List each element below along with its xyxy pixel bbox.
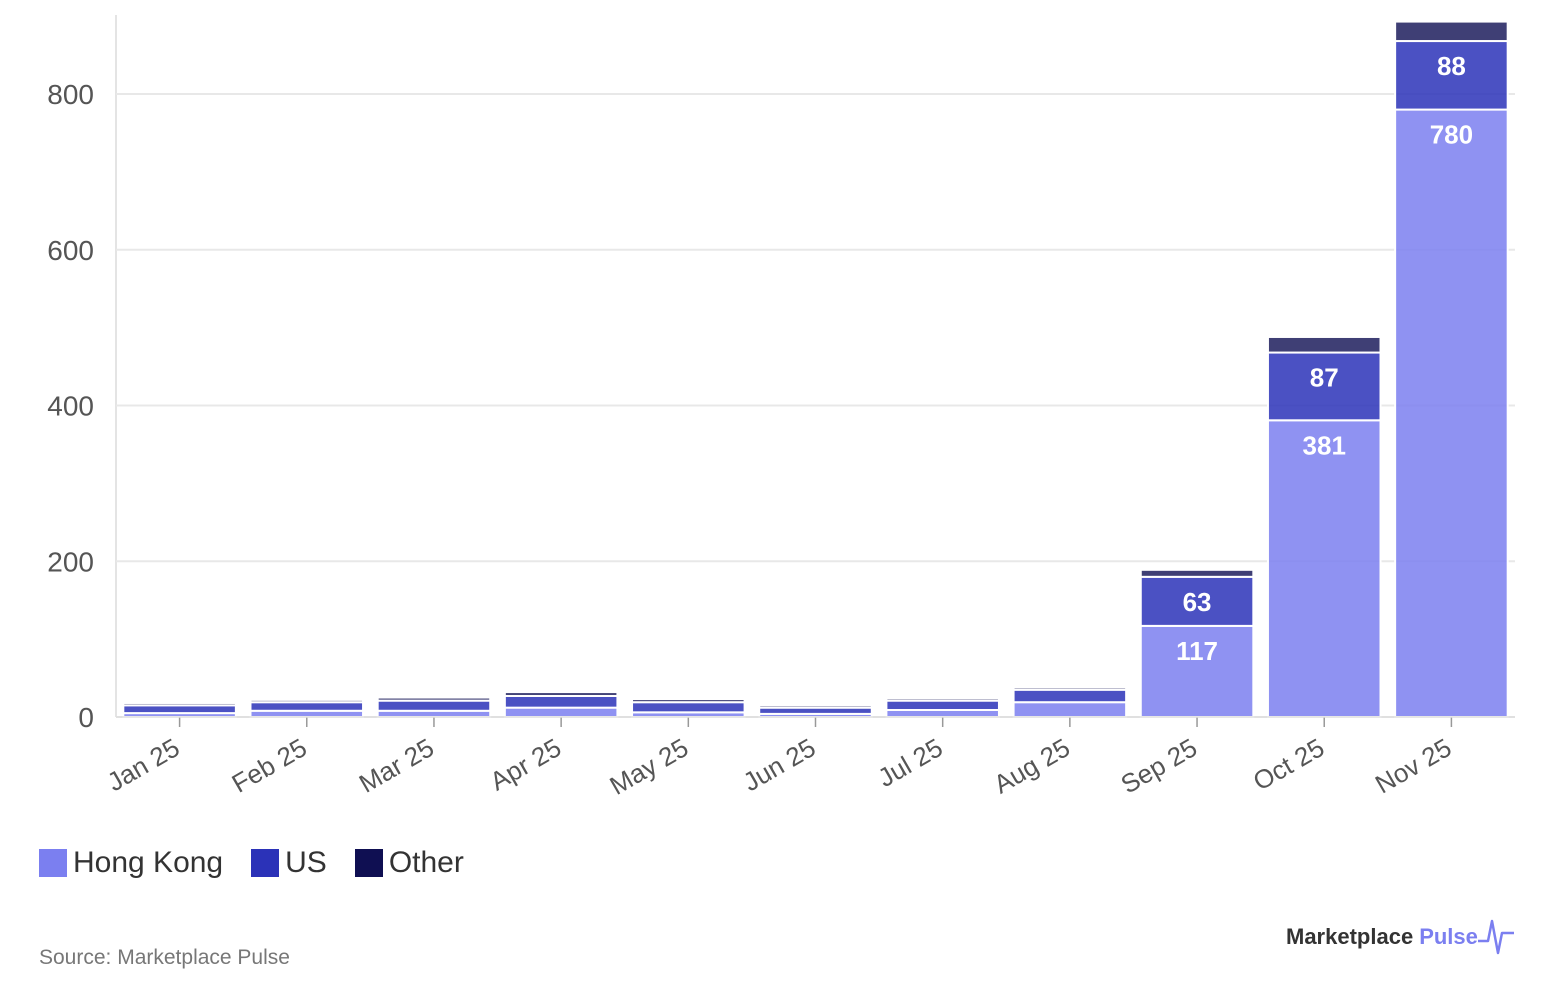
bar-hong-kong-nov-25[interactable] — [1394, 108, 1509, 718]
data-label: 63 — [1183, 587, 1212, 617]
brand-accent: Pulse — [1419, 924, 1478, 949]
bar-hong-kong-oct-25[interactable] — [1266, 419, 1382, 718]
y-tick-label: 600 — [47, 235, 94, 266]
legend-item-other[interactable]: Other — [354, 846, 464, 880]
x-tick-label: Mar 25 — [354, 732, 439, 798]
bar-other-jun-25[interactable] — [758, 704, 873, 709]
legend-swatch-other — [354, 849, 383, 877]
bar-us-oct-25[interactable] — [1266, 351, 1382, 422]
legend: Hong Kong US Other — [39, 846, 492, 880]
bars: 117 63 381 87 780 88 — [122, 20, 1509, 719]
data-label: 87 — [1310, 363, 1339, 393]
bar-other-feb-25[interactable] — [249, 698, 365, 704]
bar-us-nov-25[interactable] — [1394, 40, 1509, 111]
bar-other-sep-25[interactable] — [1139, 568, 1255, 578]
y-tick-label: 0 — [78, 702, 94, 733]
x-tick-label: Jun 25 — [738, 732, 821, 797]
brand-name: Marketplace — [1286, 924, 1414, 949]
brand-logo: Marketplace Pulse — [1286, 912, 1514, 962]
data-label: 117 — [1176, 636, 1218, 666]
x-tick-label: Sep 25 — [1116, 732, 1202, 799]
stacked-bar-chart: 0 200 400 600 800 117 63 381 87 780 88 Jan 25 Feb … — [47, 15, 1515, 801]
bar-us-apr-25[interactable] — [503, 694, 619, 709]
source-note: Source: Marketplace Pulse — [39, 946, 290, 969]
x-tick-label: Feb 25 — [227, 732, 312, 798]
bar-us-mar-25[interactable] — [376, 699, 492, 712]
x-tick-label: Apr 25 — [485, 732, 566, 796]
bar-us-aug-25[interactable] — [1012, 688, 1128, 704]
bar-other-jul-25[interactable] — [885, 697, 1000, 702]
bar-hong-kong-apr-25[interactable] — [503, 706, 619, 719]
bar-other-aug-25[interactable] — [1012, 686, 1128, 691]
x-tick-label: Aug 25 — [988, 732, 1074, 799]
bar-other-mar-25[interactable] — [376, 696, 492, 702]
bar-us-feb-25[interactable] — [249, 701, 365, 712]
data-label: 780 — [1430, 120, 1473, 150]
pulse-icon — [1477, 919, 1514, 955]
bar-other-apr-25[interactable] — [503, 691, 619, 697]
bar-other-may-25[interactable] — [631, 698, 746, 704]
x-tick-label: Jul 25 — [873, 732, 948, 793]
x-tick-label: Jan 25 — [102, 732, 185, 797]
x-tick-label: Nov 25 — [1370, 732, 1456, 799]
bar-hong-kong-aug-25[interactable] — [1012, 701, 1128, 718]
bar-us-jul-25[interactable] — [885, 699, 1000, 711]
data-label: 381 — [1303, 430, 1346, 460]
y-tick-label: 800 — [47, 79, 94, 110]
legend-label-other: Other — [388, 846, 464, 879]
bar-us-jan-25[interactable] — [122, 704, 237, 715]
x-axis: Jan 25 Feb 25 Mar 25 Apr 25 May 25 Jun 25 Jul … — [102, 716, 1515, 801]
legend-item-hong-kong[interactable]: Hong Kong — [39, 846, 223, 880]
y-tick-label: 200 — [47, 546, 94, 577]
bar-us-may-25[interactable] — [631, 701, 746, 714]
legend-swatch-us — [251, 849, 280, 877]
legend-swatch-hong-kong — [39, 849, 67, 877]
legend-label-hong-kong: Hong Kong — [73, 846, 224, 879]
x-tick-label: May 25 — [604, 732, 693, 801]
bar-other-oct-25[interactable] — [1266, 335, 1382, 354]
data-label: 88 — [1437, 51, 1466, 81]
x-tick-label: Oct 25 — [1248, 732, 1329, 796]
bar-other-nov-25[interactable] — [1394, 20, 1509, 43]
legend-item-us[interactable]: US — [251, 846, 327, 880]
legend-label-us: US — [285, 846, 327, 879]
y-axis: 0 200 400 600 800 — [47, 79, 94, 733]
y-tick-label: 400 — [47, 391, 94, 422]
bar-other-jan-25[interactable] — [122, 701, 237, 707]
bar-hong-kong-jul-25[interactable] — [885, 708, 1000, 719]
